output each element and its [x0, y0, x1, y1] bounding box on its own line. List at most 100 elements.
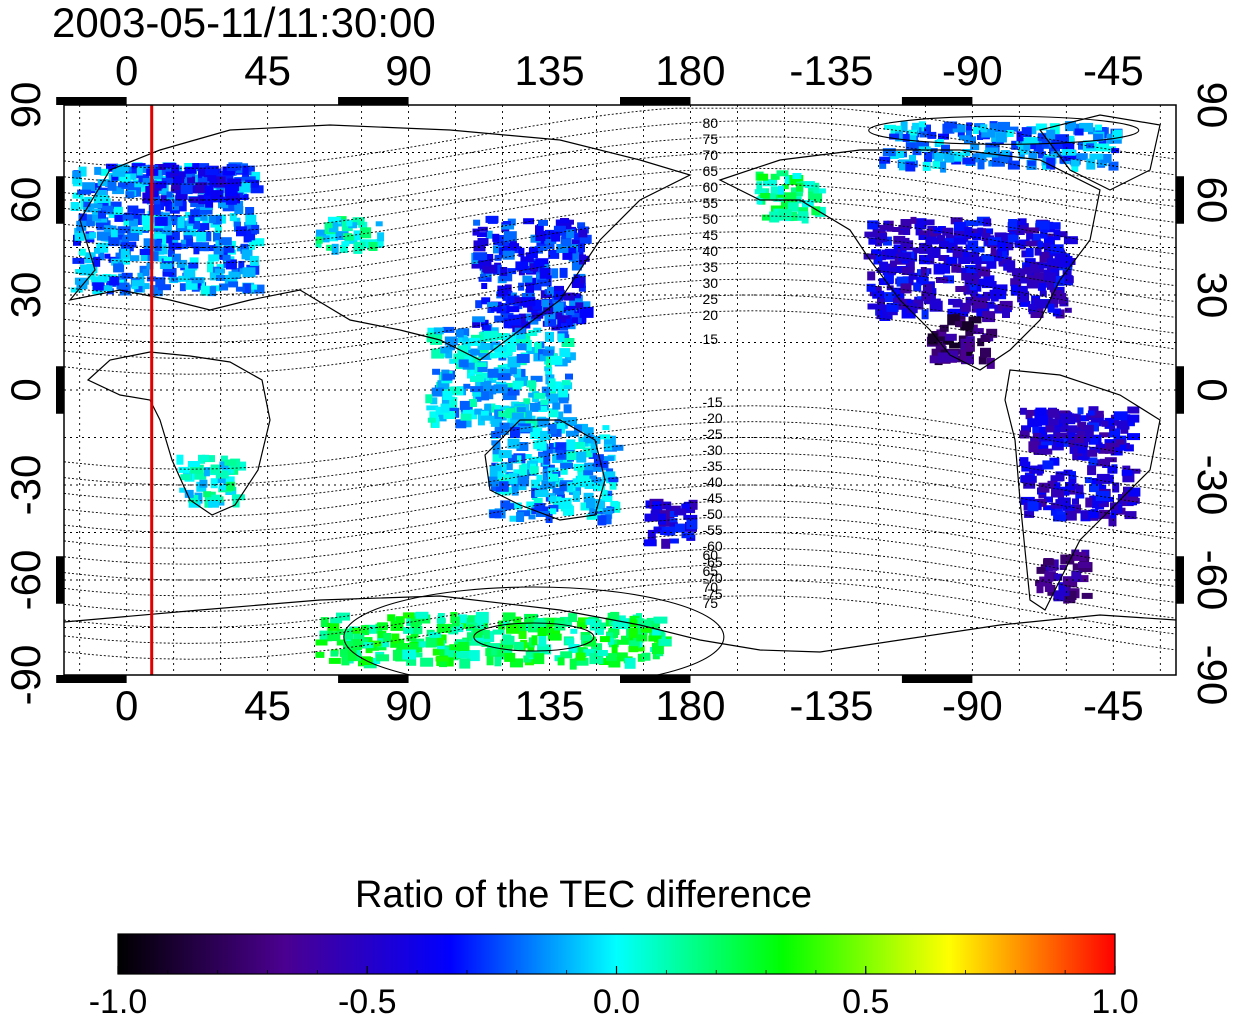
tec-cell	[95, 190, 107, 198]
tec-cell	[1113, 411, 1128, 421]
tec-cell	[155, 277, 166, 288]
tec-cell	[1090, 509, 1099, 519]
tec-cell	[487, 302, 498, 308]
tec-cell	[102, 205, 114, 214]
tec-cell	[210, 464, 221, 474]
tec-cell	[559, 616, 572, 627]
tec-cell	[514, 297, 522, 304]
tec-region-south-africa	[176, 454, 247, 508]
tec-cell	[437, 410, 447, 422]
tec-cell	[957, 129, 965, 137]
tec-cell	[1045, 421, 1055, 432]
tec-cell	[548, 473, 559, 482]
tec-cell	[188, 262, 199, 269]
tec-data-regions	[70, 121, 1141, 670]
tec-cell	[142, 269, 149, 276]
tec-cell	[952, 124, 966, 133]
tec-cell	[500, 307, 507, 314]
tec-cell	[196, 242, 209, 252]
north-polar-contour	[868, 115, 1140, 145]
tec-cell	[508, 243, 520, 250]
tec-cell	[597, 479, 605, 488]
right-lat-label: -30	[1189, 454, 1236, 516]
tec-cell	[481, 297, 491, 305]
tec-cell	[462, 336, 469, 342]
tec-cell	[1043, 236, 1055, 246]
tec-cell	[1019, 300, 1031, 307]
tec-cell	[326, 231, 339, 242]
tec-cell	[1053, 426, 1061, 435]
tec-cell	[612, 620, 624, 629]
tec-cell	[456, 651, 470, 659]
tec-cell	[493, 245, 503, 254]
tec-cell	[546, 393, 559, 404]
tec-cell	[900, 121, 908, 133]
tec-cell	[523, 398, 531, 405]
tec-cell	[1036, 583, 1044, 594]
tec-cell	[209, 494, 222, 502]
tec-cell	[74, 277, 89, 285]
tec-cell	[561, 382, 573, 390]
tec-cell	[566, 229, 575, 239]
tec-cell	[522, 275, 533, 283]
tec-cell	[537, 279, 551, 287]
tec-cell	[986, 260, 997, 269]
tec-cell	[539, 267, 551, 279]
tec-cell	[640, 627, 652, 633]
tec-cell	[573, 442, 586, 449]
tec-cell	[1109, 426, 1116, 431]
left-lat-label: -60	[2, 549, 49, 611]
tec-cell	[484, 403, 492, 413]
tec-cell	[640, 619, 652, 629]
tec-cell	[1110, 512, 1117, 519]
tec-cell	[98, 251, 105, 261]
contour-80	[64, 107, 1176, 169]
tec-cell	[681, 503, 689, 509]
tec-cell	[1077, 447, 1088, 454]
tec-cell	[1064, 586, 1071, 595]
tec-cell	[594, 486, 605, 491]
left-frame-bar	[56, 176, 64, 224]
tec-cell	[490, 385, 497, 395]
mag-lat-label: 60	[702, 179, 718, 195]
tec-cell	[402, 649, 417, 660]
tec-cell	[548, 319, 557, 327]
tec-cell	[122, 236, 129, 244]
tec-cell	[938, 241, 949, 249]
tec-cell	[540, 399, 549, 406]
tec-cell	[894, 266, 908, 273]
tec-cell	[658, 513, 666, 525]
mag-lat-label: 30	[702, 275, 718, 291]
tec-cell	[108, 212, 118, 218]
tec-cell	[964, 227, 973, 239]
tec-cell	[1054, 573, 1063, 581]
tec-cell	[972, 269, 981, 279]
tec-cell	[523, 218, 535, 225]
tec-cell	[973, 281, 982, 292]
tec-cell	[375, 239, 384, 248]
tec-cell	[405, 643, 420, 655]
tec-cell	[908, 129, 918, 136]
tec-cell	[912, 122, 920, 133]
tec-cell	[499, 422, 510, 430]
mag-lat-label: -30	[702, 442, 722, 458]
contour-15	[64, 310, 1176, 375]
tec-cell	[249, 255, 259, 266]
tec-cell	[89, 232, 97, 239]
tec-cell	[526, 501, 535, 508]
tec-cell	[236, 182, 251, 193]
tec-cell	[192, 163, 200, 170]
tec-cell	[509, 502, 522, 510]
coastline-africa	[86, 351, 271, 516]
tec-cell	[783, 192, 797, 203]
tec-cell	[315, 236, 323, 244]
contour-50	[64, 199, 1176, 264]
tec-cell	[1104, 457, 1117, 463]
tec-cell	[514, 327, 526, 334]
tec-cell	[1120, 425, 1129, 434]
tec-cell	[942, 227, 954, 236]
tec-cell	[187, 176, 196, 184]
top-lon-label: -135	[789, 47, 874, 94]
tec-cell	[521, 297, 536, 307]
tec-cell	[536, 417, 550, 427]
